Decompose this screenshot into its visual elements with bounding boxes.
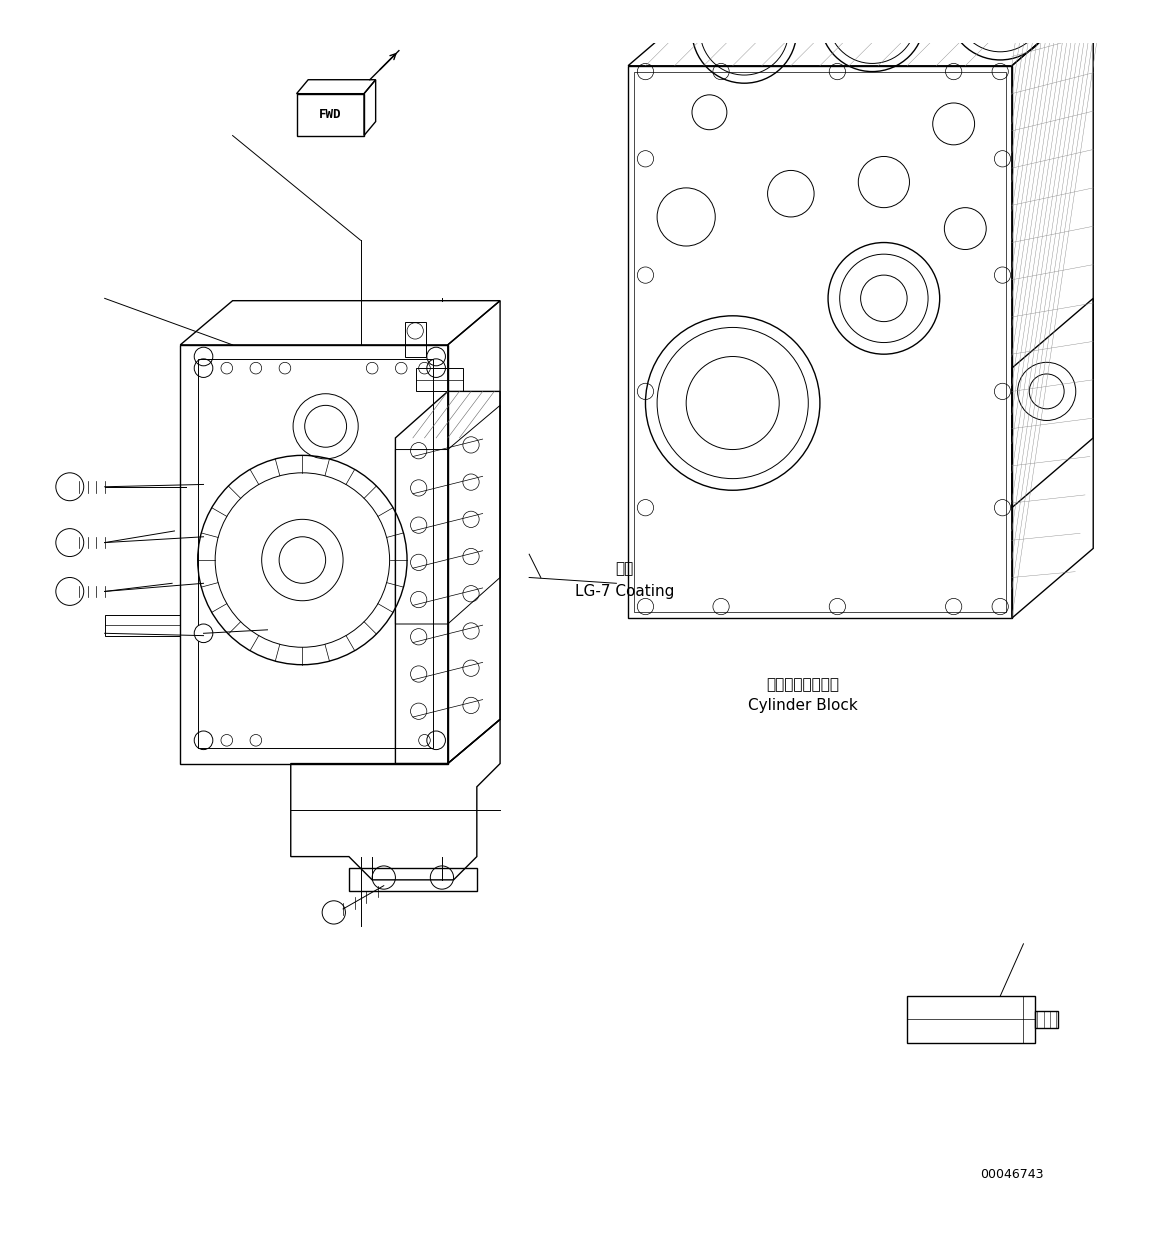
Circle shape [56, 529, 84, 557]
Text: LG-7 Coating: LG-7 Coating [575, 584, 675, 599]
Circle shape [56, 473, 84, 500]
Bar [907, 996, 1035, 1042]
Bar [1035, 1011, 1058, 1027]
Bar [105, 615, 180, 635]
Circle shape [322, 901, 345, 924]
Text: 00046743: 00046743 [980, 1168, 1043, 1181]
Text: シリンダブロック: シリンダブロック [766, 676, 839, 691]
Text: FWD: FWD [319, 109, 342, 121]
Text: 塗布: 塗布 [615, 560, 634, 575]
Text: Cylinder Block: Cylinder Block [748, 698, 857, 713]
Bar [416, 368, 463, 392]
Bar [405, 322, 426, 357]
Circle shape [194, 624, 213, 643]
Circle shape [56, 578, 84, 605]
